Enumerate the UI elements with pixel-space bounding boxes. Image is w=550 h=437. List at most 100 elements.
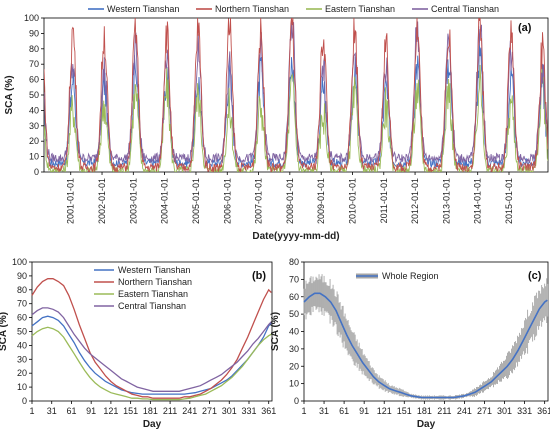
x-tick-label-a: 2009-01-01 bbox=[316, 178, 326, 224]
y-tick-label: 0 bbox=[22, 396, 27, 406]
y-axis-label: SCA (%) bbox=[0, 312, 9, 351]
y-tick-label-a: 80 bbox=[29, 44, 39, 54]
x-tick-label: 151 bbox=[123, 406, 138, 416]
series-line bbox=[303, 292, 548, 399]
x-tick-label-a: 2010-01-01 bbox=[347, 178, 357, 224]
x-tick-label: 211 bbox=[163, 406, 177, 416]
x-tick-label: 1 bbox=[29, 406, 34, 416]
x-tick-label: 241 bbox=[457, 406, 472, 416]
y-tick-label-a: 60 bbox=[29, 75, 39, 85]
y-tick-label: 70 bbox=[17, 299, 27, 309]
x-tick-label: 241 bbox=[182, 406, 197, 416]
y-tick-label-a: 50 bbox=[29, 90, 39, 100]
x-tick-label-a: 2003-01-01 bbox=[128, 178, 138, 224]
series-line-western-tianshan bbox=[31, 315, 272, 395]
y-tick-label-a: 70 bbox=[29, 59, 39, 69]
y-tick-label: 50 bbox=[289, 309, 299, 319]
x-tick-label: 181 bbox=[143, 406, 158, 416]
panel-label-a: (a) bbox=[518, 22, 532, 34]
x-tick-label: 91 bbox=[86, 406, 96, 416]
series-line-eastern-tianshan bbox=[31, 326, 272, 401]
y-axis-label: SCA (%) bbox=[270, 312, 281, 351]
x-tick-label-a: 2004-01-01 bbox=[160, 178, 170, 224]
x-tick-label-a: 2001-01-01 bbox=[66, 178, 76, 224]
x-tick-label: 301 bbox=[497, 406, 512, 416]
legend-label: Eastern Tianshan bbox=[118, 289, 188, 299]
y-tick-label: 60 bbox=[17, 313, 27, 323]
panel-label: (b) bbox=[252, 270, 266, 282]
x-tick-label-a: 2002-01-01 bbox=[97, 178, 107, 224]
y-tick-label-a: 30 bbox=[29, 121, 39, 131]
y-tick-label-a: 0 bbox=[34, 167, 39, 177]
x-tick-label-a: 2015-01-01 bbox=[504, 178, 514, 224]
y-tick-label-a: 100 bbox=[24, 13, 39, 23]
y-tick-label-a: 20 bbox=[29, 136, 39, 146]
x-tick-label-a: 2013-01-01 bbox=[441, 178, 451, 224]
x-tick-label-a: 2011-01-01 bbox=[379, 178, 389, 223]
plot-area bbox=[303, 261, 549, 402]
x-tick-label: 361 bbox=[261, 406, 276, 416]
x-tick-label: 1 bbox=[301, 406, 306, 416]
legend: Western Tianshan Northern Tianshan Eastern… bbox=[94, 265, 192, 311]
x-tick-label: 301 bbox=[222, 406, 237, 416]
x-tick-label: 121 bbox=[103, 406, 118, 416]
legend-label: Central Tianshan bbox=[118, 301, 186, 311]
y-tick-label-a: 40 bbox=[29, 105, 39, 115]
legend-label-a: Eastern Tianshan bbox=[325, 4, 395, 14]
legend-label: Western Tianshan bbox=[118, 265, 190, 275]
y-tick-label: 10 bbox=[17, 382, 27, 392]
x-tick-label: 331 bbox=[517, 406, 532, 416]
legend: Whole Region bbox=[356, 271, 439, 281]
x-tick-label: 61 bbox=[66, 406, 76, 416]
panel-b: 0 10 20 30 40 50 60 70 80 90 100 1 31 61 91 121 151 181 21… bbox=[0, 257, 276, 430]
y-tick-label: 30 bbox=[289, 344, 299, 354]
x-tick-label-a: 2005-01-01 bbox=[191, 178, 201, 224]
y-tick-label: 60 bbox=[289, 292, 299, 302]
x-tick-label: 271 bbox=[477, 406, 492, 416]
x-tick-label-a: 2012-01-01 bbox=[410, 178, 420, 224]
x-tick-label: 361 bbox=[537, 406, 550, 416]
legend-label: Whole Region bbox=[382, 271, 439, 281]
x-axis-label-a: Date(yyyy-mm-dd) bbox=[252, 231, 339, 242]
x-tick-label: 211 bbox=[437, 406, 451, 416]
panel-label: (c) bbox=[528, 270, 542, 282]
y-tick-label: 70 bbox=[289, 274, 299, 284]
y-tick-label-a: 10 bbox=[29, 152, 39, 162]
legend-a: Western Tianshan Northern Tianshan Eastern… bbox=[88, 4, 499, 14]
y-tick-label: 0 bbox=[294, 396, 299, 406]
y-tick-label-a: 90 bbox=[29, 28, 39, 38]
x-tick-label-a: 2014-01-01 bbox=[473, 178, 483, 224]
series-line-a-northern-tianshan bbox=[44, 18, 548, 172]
x-tick-label: 31 bbox=[319, 406, 329, 416]
x-tick-label: 181 bbox=[417, 406, 432, 416]
x-tick-label: 121 bbox=[377, 406, 392, 416]
y-tick-label: 20 bbox=[17, 368, 27, 378]
y-tick-label: 30 bbox=[17, 354, 27, 364]
legend-label-a: Northern Tianshan bbox=[215, 4, 289, 14]
legend-label-a: Central Tianshan bbox=[431, 4, 499, 14]
y-tick-label: 50 bbox=[17, 327, 27, 337]
x-tick-label: 151 bbox=[397, 406, 412, 416]
x-tick-label: 61 bbox=[339, 406, 349, 416]
y-tick-label: 40 bbox=[289, 327, 299, 337]
x-tick-label: 271 bbox=[202, 406, 217, 416]
x-axis-label: Day bbox=[143, 419, 162, 430]
y-tick-label: 40 bbox=[17, 340, 27, 350]
x-tick-label: 31 bbox=[47, 406, 57, 416]
y-tick-label: 90 bbox=[17, 271, 27, 281]
error-band bbox=[303, 274, 549, 400]
x-tick-label-a: 2008-01-01 bbox=[285, 178, 295, 224]
panel-c: 0 10 20 30 40 50 60 70 80 1 31 61 91 121 151 181 211 241 2… bbox=[270, 257, 550, 430]
y-tick-label: 20 bbox=[289, 361, 299, 371]
x-tick-label-a: 2007-01-01 bbox=[254, 178, 264, 224]
y-tick-label: 80 bbox=[289, 257, 299, 267]
x-tick-label-a: 2006-01-01 bbox=[222, 178, 232, 224]
x-tick-label: 331 bbox=[241, 406, 256, 416]
x-tick-label: 91 bbox=[359, 406, 369, 416]
y-axis-label-a: SCA (%) bbox=[4, 75, 15, 114]
legend-label: Northern Tianshan bbox=[118, 277, 192, 287]
y-tick-label: 80 bbox=[17, 285, 27, 295]
legend-label-a: Western Tianshan bbox=[107, 4, 179, 14]
y-tick-label: 10 bbox=[289, 379, 299, 389]
